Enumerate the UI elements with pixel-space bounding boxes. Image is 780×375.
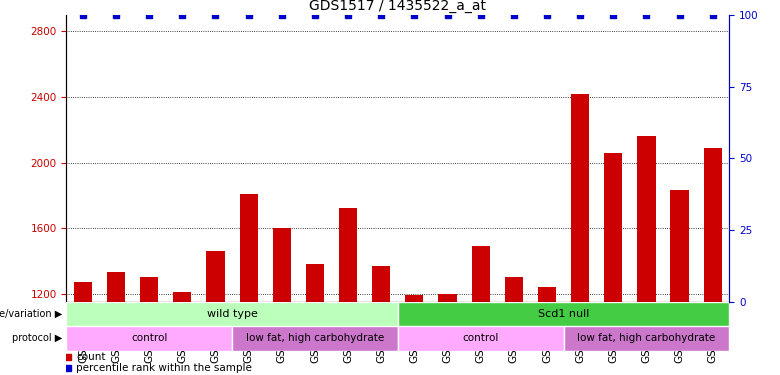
- Bar: [173, 292, 191, 302]
- Bar: [140, 277, 158, 302]
- Text: wild type: wild type: [207, 309, 257, 319]
- Text: genotype/variation ▶: genotype/variation ▶: [0, 309, 62, 319]
- Text: Scd1 null: Scd1 null: [538, 309, 589, 319]
- Bar: [339, 209, 357, 302]
- Bar: [398, 302, 729, 326]
- Bar: [571, 94, 589, 302]
- Text: count: count: [76, 352, 105, 363]
- Title: GDS1517 / 1435522_a_at: GDS1517 / 1435522_a_at: [310, 0, 486, 13]
- Text: percentile rank within the sample: percentile rank within the sample: [76, 363, 252, 373]
- Bar: [232, 326, 398, 351]
- Text: low fat, high carbohydrate: low fat, high carbohydrate: [577, 333, 715, 344]
- Bar: [207, 251, 225, 302]
- Bar: [637, 136, 655, 302]
- Bar: [704, 148, 722, 302]
- Bar: [604, 153, 622, 302]
- Bar: [239, 194, 257, 302]
- Bar: [406, 296, 424, 302]
- Bar: [505, 277, 523, 302]
- Bar: [398, 326, 563, 351]
- Text: low fat, high carbohydrate: low fat, high carbohydrate: [246, 333, 384, 344]
- Bar: [306, 264, 324, 302]
- Text: control: control: [463, 333, 499, 344]
- Text: control: control: [131, 333, 168, 344]
- Bar: [74, 282, 92, 302]
- Text: protocol ▶: protocol ▶: [12, 333, 62, 344]
- Bar: [538, 287, 556, 302]
- Bar: [66, 302, 398, 326]
- Bar: [66, 326, 232, 351]
- Bar: [273, 228, 291, 302]
- Bar: [671, 190, 689, 302]
- Bar: [107, 272, 125, 302]
- Bar: [372, 266, 390, 302]
- Bar: [472, 246, 490, 302]
- Bar: [438, 294, 456, 302]
- Bar: [563, 326, 729, 351]
